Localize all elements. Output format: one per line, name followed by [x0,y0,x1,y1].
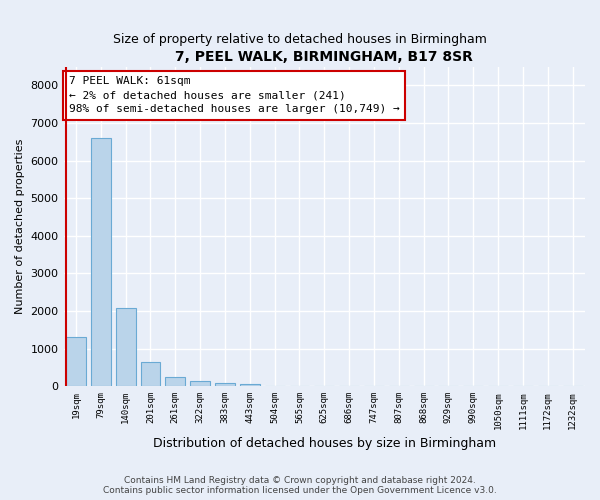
X-axis label: Distribution of detached houses by size in Birmingham: Distribution of detached houses by size … [153,437,496,450]
Y-axis label: Number of detached properties: Number of detached properties [15,138,25,314]
Bar [240,384,260,386]
Bar [66,338,86,386]
Text: Size of property relative to detached houses in Birmingham: Size of property relative to detached ho… [113,32,487,46]
Bar [91,138,111,386]
Bar [215,382,235,386]
Title: 7, PEEL WALK, BIRMINGHAM, B17 8SR: 7, PEEL WALK, BIRMINGHAM, B17 8SR [175,50,473,64]
Bar [116,308,136,386]
Bar [140,362,160,386]
Bar [190,382,210,386]
Text: 7 PEEL WALK: 61sqm
← 2% of detached houses are smaller (241)
98% of semi-detache: 7 PEEL WALK: 61sqm ← 2% of detached hous… [69,76,400,114]
Text: Contains HM Land Registry data © Crown copyright and database right 2024.
Contai: Contains HM Land Registry data © Crown c… [103,476,497,495]
Bar [166,377,185,386]
